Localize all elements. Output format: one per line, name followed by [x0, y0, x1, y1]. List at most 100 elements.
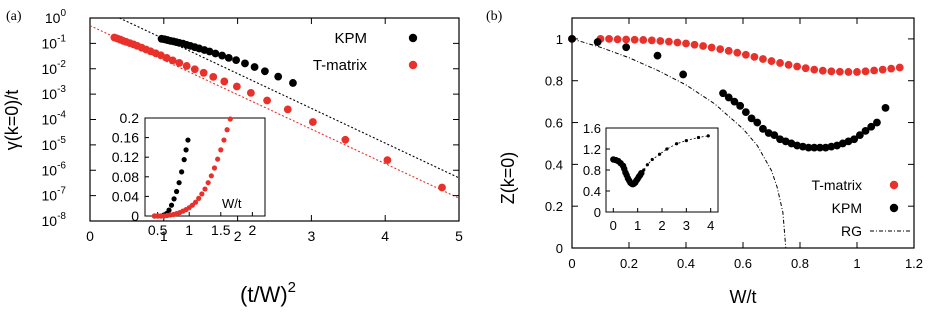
panel-b-point-t-matrix — [707, 43, 716, 52]
panel-b-point-kpm — [730, 97, 739, 106]
inset-b-point-kpm — [696, 135, 701, 140]
inset-a-y-tick-label: 0.2 — [120, 110, 140, 126]
panel-a-y-tick-label-base: 10 — [42, 61, 58, 77]
panel-a-x-axis-label: (t/W)2 — [240, 279, 296, 307]
panel-b-y-tick-label: 1 — [556, 32, 563, 47]
legend-b-rg-label: RG — [841, 223, 862, 239]
legend-a-kpm-marker — [408, 33, 418, 43]
legend-a-tmatrix-label: T-matrix — [313, 57, 368, 74]
panel-b-point-kpm — [873, 118, 881, 127]
legend-b-kpm-marker — [889, 203, 899, 213]
panel-a-y-tick-label-base: 10 — [42, 188, 58, 204]
inset-a-point-t-matrix — [224, 127, 230, 133]
panel-a-point-kpm — [218, 51, 227, 60]
panel-b-point-kpm — [593, 38, 602, 46]
panel-a-y-tick-label-base: 10 — [42, 137, 58, 153]
inset-b-point-kpm — [638, 169, 645, 177]
panel-a-point-t-matrix — [190, 65, 199, 74]
inset-a-point-t-matrix — [208, 173, 214, 179]
legend-b-tmatrix-marker — [889, 180, 899, 190]
panel-a-point-kpm — [261, 67, 269, 76]
panel-b-point-t-matrix — [639, 36, 648, 44]
panel-b-y-tick-label: 0.6 — [545, 116, 563, 131]
panel-a-point-kpm — [211, 49, 220, 58]
panel-b-y-axis-label: Z(k=0) — [498, 152, 518, 205]
inset-b-x-tick-label: 3 — [683, 218, 690, 233]
panel-b-point-t-matrix — [776, 59, 784, 67]
panel-b-point-t-matrix — [861, 67, 870, 76]
panel-b-point-kpm — [855, 131, 864, 139]
panel-b-point-t-matrix — [767, 57, 776, 65]
panel-b-y-tick-label: 0.8 — [545, 74, 563, 89]
inset-b-x-tick-label: 1 — [634, 218, 641, 233]
panel-a: (a) 10010-110-210-310-410-510-610-710-8 … — [2, 8, 463, 307]
legend-b-tmatrix-label: T-matrix — [811, 177, 862, 193]
panel-b-point-t-matrix — [716, 45, 725, 54]
panel-a-x-axis-label-exp: 2 — [288, 279, 296, 296]
panel-b-point-kpm — [804, 143, 813, 152]
legend-b-kpm-label: KPM — [832, 200, 862, 216]
panel-b-point-kpm — [736, 101, 745, 110]
panel-b-y-tick-label: 0.2 — [545, 199, 563, 214]
inset-b-point-kpm — [657, 152, 662, 156]
panel-a-point-t-matrix — [438, 183, 446, 192]
inset-b-x-tick-label: 2 — [658, 218, 665, 233]
panel-b-point-t-matrix — [895, 63, 904, 72]
panel-a-y-tick-label-base: 10 — [42, 35, 58, 51]
panel-a-x-tick-label: 5 — [455, 228, 463, 244]
inset-b-point-kpm — [675, 142, 679, 146]
inset-b-y-tick-label: 0.8 — [583, 163, 601, 178]
panel-a-point-t-matrix — [308, 118, 317, 126]
panel-a-point-kpm — [232, 56, 241, 65]
panel-b-point-kpm — [810, 143, 819, 152]
inset-a-point-kpm — [183, 147, 189, 153]
panel-b-point-t-matrix — [622, 35, 631, 44]
panel-b-point-kpm — [816, 143, 824, 152]
panel-a-inset: 0 0.04 0.08 0.12 0.16 0.2 0.5 1 1.5 2 W/t — [112, 110, 266, 238]
panel-a-x-tick-label: 2 — [234, 228, 242, 244]
panel-a-y-tick-label-base: 10 — [42, 86, 58, 102]
panel-b-inset: 0 0.4 0.8 1.2 1.6 0 1 2 3 4 — [583, 121, 719, 233]
panel-b-x-tick-label: 0.6 — [734, 256, 752, 271]
panel-b-point-t-matrix — [630, 35, 639, 44]
panel-a-y-tick-label: 10-8 — [42, 211, 67, 229]
panel-a-x-axis-label-base: (t/W) — [240, 282, 288, 307]
panel-a-point-t-matrix — [246, 88, 255, 97]
panel-b-point-t-matrix — [682, 39, 690, 48]
inset-a-point-t-matrix — [202, 186, 208, 192]
panel-a-y-tick-label-exp: -5 — [57, 135, 66, 146]
panel-a-label: (a) — [6, 9, 22, 24]
panel-b-point-t-matrix — [724, 46, 733, 55]
panel-a-point-kpm — [224, 53, 233, 62]
panel-a-legend: KPM T-matrix — [313, 30, 418, 74]
panel-b-point-t-matrix — [810, 65, 819, 74]
panel-a-point-t-matrix — [156, 51, 165, 60]
panel-b-point-t-matrix — [750, 52, 759, 61]
panel-a-point-t-matrix — [199, 68, 208, 77]
panel-b-y-tick-label: 0 — [556, 241, 563, 256]
panel-b-point-t-matrix — [613, 35, 622, 44]
inset-a-point-t-matrix — [192, 199, 199, 205]
panel-a-point-t-matrix — [168, 56, 177, 65]
panel-b-point-kpm — [861, 127, 870, 135]
panel-a-y-tick-label: 10-3 — [42, 84, 67, 102]
panel-a-y-tick-label-base: 10 — [42, 112, 58, 128]
inset-a-point-t-matrix — [196, 195, 202, 201]
panel-a-point-t-matrix — [162, 53, 171, 62]
inset-b-point-kpm — [665, 147, 669, 151]
inset-a-point-t-matrix — [215, 156, 221, 162]
panel-a-point-t-matrix — [220, 77, 229, 86]
panel-a-point-t-matrix — [383, 156, 392, 165]
panel-b-point-kpm — [881, 104, 890, 112]
panel-b-point-t-matrix — [699, 42, 707, 50]
panel-b-point-t-matrix — [793, 62, 802, 71]
inset-a-point-kpm — [185, 137, 191, 143]
panel-a-y-tick-label: 10-6 — [42, 160, 67, 178]
panel-b-point-kpm — [719, 89, 727, 98]
panel-a-x-tick-label: 1 — [160, 228, 168, 244]
inset-b-y-tick-label: 0.4 — [583, 184, 601, 199]
legend-a-kpm-label: KPM — [334, 30, 367, 47]
panel-a-point-kpm — [250, 63, 259, 71]
panel-b-point-kpm — [653, 51, 662, 60]
panel-a-point-t-matrix — [182, 62, 191, 70]
